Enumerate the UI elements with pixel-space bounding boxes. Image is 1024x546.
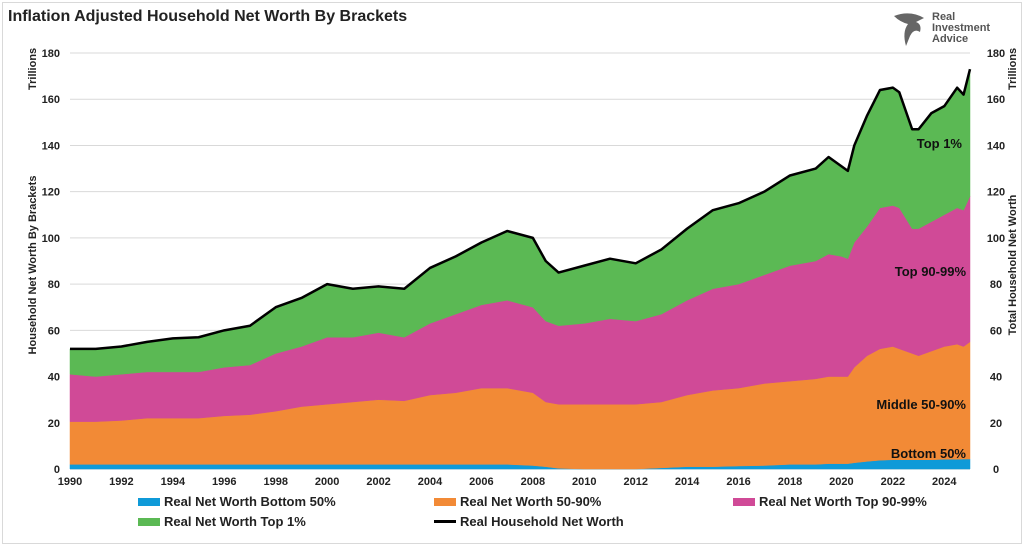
y-tick-label-right: 120 xyxy=(987,187,1005,199)
x-tick-label: 2008 xyxy=(521,476,545,488)
x-tick-label: 2018 xyxy=(778,476,802,488)
logo-line: Advice xyxy=(932,33,969,45)
x-tick-label: 1996 xyxy=(212,476,236,488)
x-tick-label: 2010 xyxy=(572,476,596,488)
legend-swatch xyxy=(434,497,456,506)
y-tick-label-left: 160 xyxy=(42,94,60,106)
legend-item-total: Real Household Net Worth xyxy=(434,514,624,529)
x-tick-label: 2022 xyxy=(881,476,905,488)
real-investment-advice-logo: Real Investment Advice xyxy=(892,10,1002,50)
y-tick-label-left: 40 xyxy=(48,372,60,384)
y-tick-label-left: 80 xyxy=(48,279,60,291)
x-tick-label: 2014 xyxy=(675,476,700,488)
chart-title: Inflation Adjusted Household Net Worth B… xyxy=(8,8,408,25)
legend-label: Real Net Worth Bottom 50% xyxy=(164,494,336,509)
y-tick-label-left: 100 xyxy=(42,233,60,245)
y-tick-label-right: 140 xyxy=(987,140,1005,152)
annotation-top-1: Top 1% xyxy=(917,136,963,151)
legend-label: Real Net Worth 50-90% xyxy=(460,494,602,509)
legend-item-top-1: Real Net Worth Top 1% xyxy=(138,514,306,529)
y-tick-label-left: 60 xyxy=(48,325,60,337)
y-tick-label-right: 160 xyxy=(987,94,1005,106)
legend-label: Real Net Worth Top 1% xyxy=(164,514,306,529)
logo-line: Investment xyxy=(932,22,991,34)
legend-swatch xyxy=(138,517,160,526)
y-tick-label-right: 80 xyxy=(990,279,1002,291)
y-tick-label-right: 180 xyxy=(987,48,1005,60)
x-tick-label: 1990 xyxy=(58,476,82,488)
legend-item-bottom-50: Real Net Worth Bottom 50% xyxy=(138,494,336,509)
y-tick-label-left: 0 xyxy=(54,464,60,476)
legend-item-50-90: Real Net Worth 50-90% xyxy=(434,494,601,509)
legend-swatch xyxy=(733,497,755,506)
annotation-bottom-50: Bottom 50% xyxy=(891,446,967,461)
y-tick-label-right: 0 xyxy=(993,464,999,476)
y-tick-label-left: 20 xyxy=(48,418,60,430)
x-tick-label: 2012 xyxy=(623,476,647,488)
right-axis-title: Total Household Net Worth xyxy=(1007,194,1019,335)
y-tick-label-right: 100 xyxy=(987,233,1005,245)
x-tick-label: 1994 xyxy=(161,476,186,488)
left-axis-title: Household Net Worth By Brackets xyxy=(27,176,39,355)
x-tick-label: 2000 xyxy=(315,476,339,488)
legend-item-top-90-99: Real Net Worth Top 90-99% xyxy=(733,494,927,509)
annotation-middle-50-90: Middle 50-90% xyxy=(876,397,966,412)
total-net-worth-line xyxy=(70,68,972,351)
x-tick-label: 2006 xyxy=(469,476,493,488)
x-tick-label: 2002 xyxy=(366,476,390,488)
legend-label: Real Net Worth Top 90-99% xyxy=(759,494,927,509)
x-tick-label: 2020 xyxy=(829,476,853,488)
x-tick-label: 2024 xyxy=(932,476,957,488)
annotation-top-90-99: Top 90-99% xyxy=(895,264,967,279)
y-tick-label-left: 180 xyxy=(42,48,60,60)
eagle-icon xyxy=(894,13,924,46)
x-tick-label: 1992 xyxy=(109,476,133,488)
left-axis-unit: Trillions xyxy=(27,48,39,90)
x-tick-label: 1998 xyxy=(263,476,287,488)
legend-swatch xyxy=(434,520,456,523)
y-tick-label-right: 60 xyxy=(990,325,1002,337)
y-tick-label-left: 120 xyxy=(42,187,60,199)
legend-label: Real Household Net Worth xyxy=(460,514,624,529)
x-tick-label: 2004 xyxy=(418,476,443,488)
legend-swatch xyxy=(138,497,160,506)
y-tick-label-right: 20 xyxy=(990,418,1002,430)
logo-line: Real xyxy=(932,11,956,23)
x-tick-label: 2016 xyxy=(726,476,750,488)
y-tick-label-left: 140 xyxy=(42,140,60,152)
y-tick-label-right: 40 xyxy=(990,372,1002,384)
right-axis-unit: Trillions xyxy=(1007,48,1019,90)
